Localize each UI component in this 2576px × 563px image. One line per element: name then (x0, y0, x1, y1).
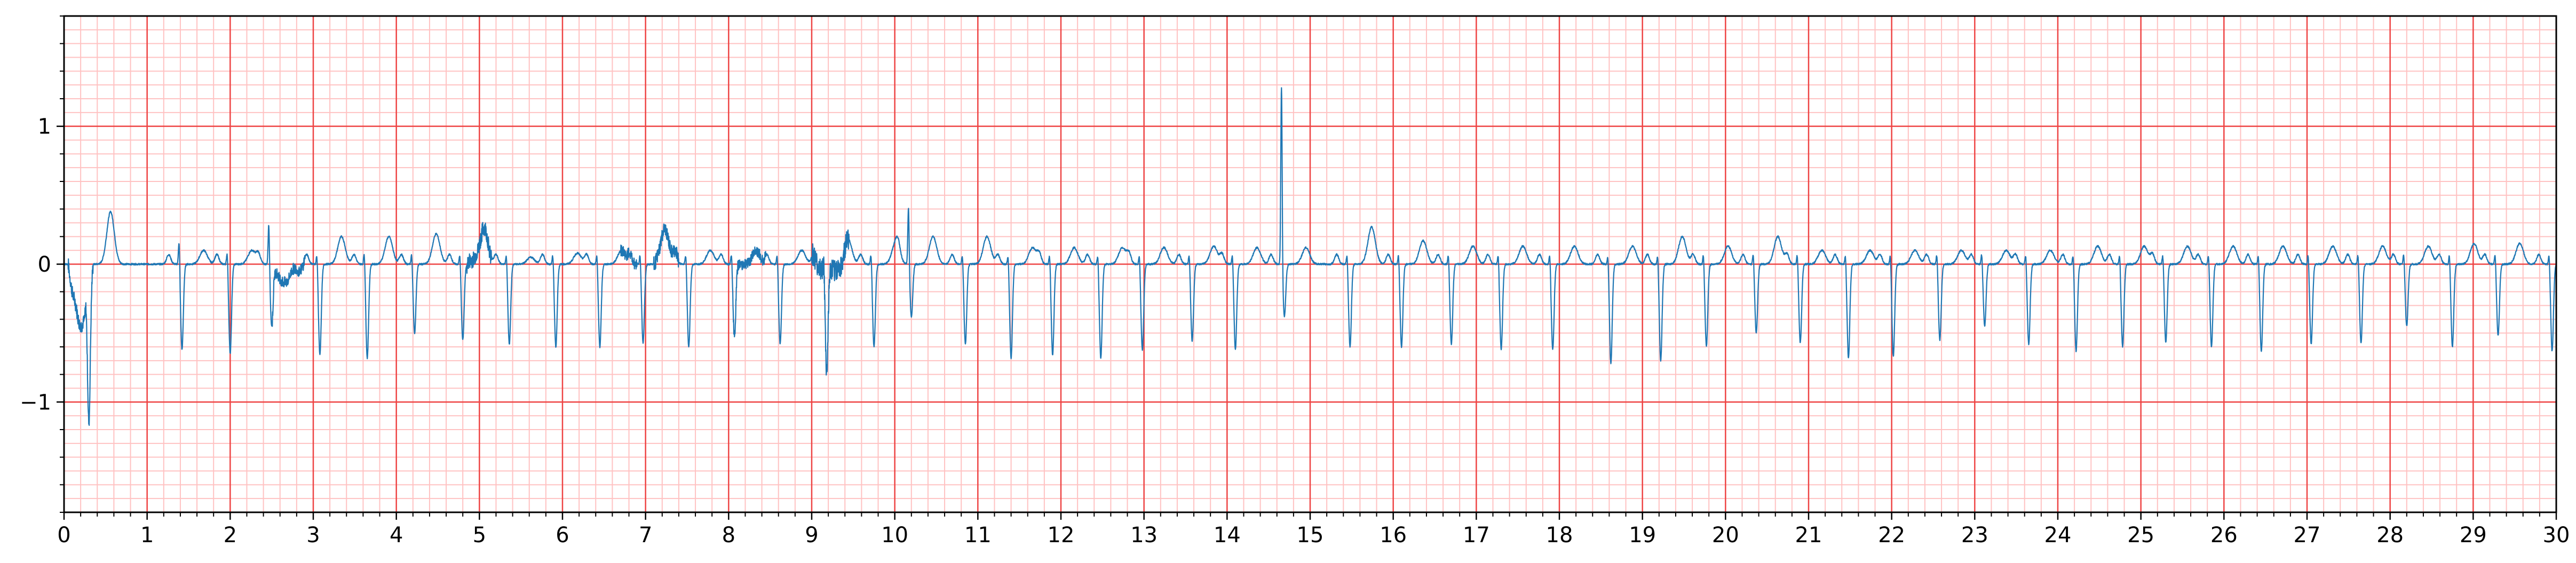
y-tick-label: 0 (38, 252, 51, 277)
x-tick-label: 12 (1048, 523, 1075, 548)
y-axis: −1 0 1 (20, 15, 64, 513)
x-tick-label: 14 (1214, 523, 1241, 548)
x-tick-label: 17 (1463, 523, 1490, 548)
x-tick-label: 19 (1629, 523, 1656, 548)
x-tick-label: 5 (473, 523, 486, 548)
y-tick-label: 1 (38, 115, 51, 139)
x-tick-label: 27 (2294, 523, 2321, 548)
x-tick-label: 28 (2376, 523, 2404, 548)
x-tick-label: 30 (2543, 523, 2570, 548)
ecg-trace-line (64, 87, 2557, 426)
x-tick-label: 0 (57, 523, 70, 548)
x-tick-label: 24 (2044, 523, 2072, 548)
x-tick-label: 23 (1961, 523, 1988, 548)
x-axis: 0 1 2 3 4 5 6 7 8 9 10 11 12 13 14 15 16 17 18 19 20 21 22 23 24… (57, 512, 2570, 548)
x-tick-label: 4 (390, 523, 403, 548)
x-tick-label: 8 (722, 523, 735, 548)
x-tick-label: 16 (1380, 523, 1407, 548)
plot-frame (63, 15, 2557, 513)
x-tick-label: 26 (2210, 523, 2238, 548)
x-tick-label: 29 (2460, 523, 2487, 548)
x-tick-label: 25 (2127, 523, 2154, 548)
x-tick-label: 22 (1878, 523, 1905, 548)
x-tick-label: 11 (964, 523, 992, 548)
x-tick-label: 10 (881, 523, 908, 548)
x-tick-label: 9 (805, 523, 818, 548)
x-tick-label: 20 (1712, 523, 1739, 548)
x-tick-label: 21 (1795, 523, 1822, 548)
x-tick-label: 15 (1297, 523, 1324, 548)
x-tick-label: 2 (224, 523, 237, 548)
x-tick-label: 1 (140, 523, 154, 548)
x-tick-label: 13 (1130, 523, 1158, 548)
x-tick-label: 7 (639, 523, 652, 548)
x-tick-label: 18 (1546, 523, 1573, 548)
series-layer (64, 87, 2557, 426)
x-tick-label: 3 (306, 523, 320, 548)
x-tick-label: 6 (556, 523, 569, 548)
y-tick-label: −1 (20, 390, 51, 415)
